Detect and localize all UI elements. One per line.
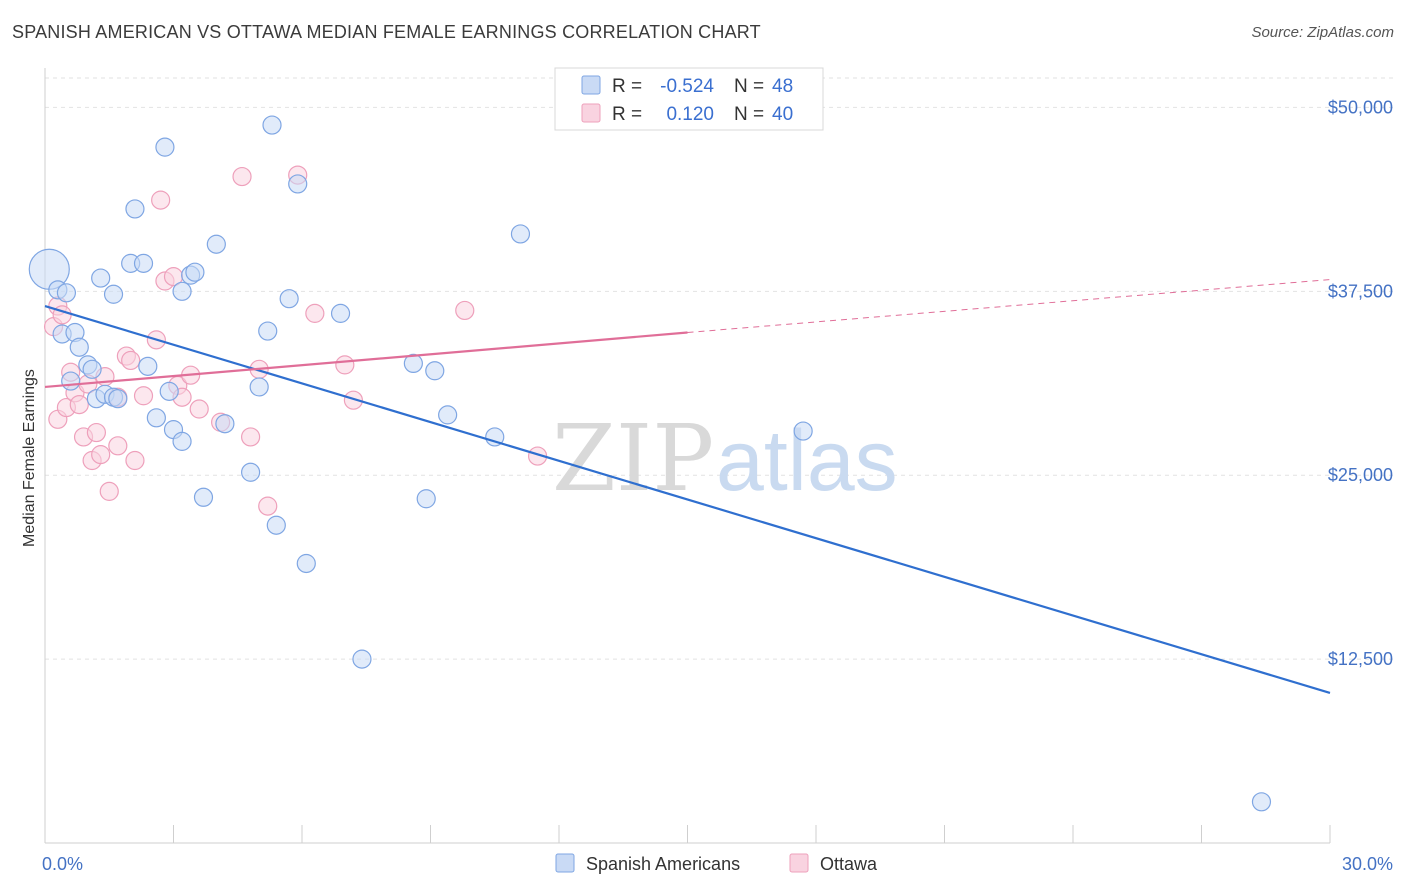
series-legend-label-ottawa: Ottawa — [820, 854, 878, 874]
spanish-americans-point-32 — [258, 321, 278, 341]
y-tick-labels: $12,500 $25,000 $37,500 $50,000 — [1328, 97, 1393, 669]
ottawa-point-14 — [99, 481, 119, 501]
ottawa-point-28 — [189, 399, 209, 419]
ottawa-point-37 — [343, 390, 363, 410]
spanish-americans-point-46 — [793, 421, 813, 441]
spanish-americans-point-39 — [352, 649, 372, 669]
spanish-americans-point-7 — [82, 359, 102, 379]
spanish-americans-trend-line — [44, 304, 1331, 694]
spanish-americans-point-30 — [241, 462, 261, 482]
spanish-americans-point-33 — [266, 515, 286, 535]
spanish-americans-point-16 — [133, 253, 154, 273]
ottawa-point-36 — [335, 355, 355, 375]
spanish-americans-point-20 — [146, 408, 166, 428]
ottawa-point-35 — [305, 303, 325, 323]
ottawa-point-20 — [133, 386, 154, 406]
spanish-americans-point-5 — [69, 337, 89, 357]
series-ottawa-points — [43, 165, 548, 516]
ottawa-point-31 — [241, 427, 261, 447]
spanish-americans-point-23 — [172, 431, 192, 451]
spanish-americans-point-28 — [193, 487, 214, 507]
series-spanish-americans-points — [28, 115, 1272, 812]
ottawa-trend-line — [44, 331, 688, 389]
series-legend-label-spanish-americans: Spanish Americans — [586, 854, 740, 874]
ottawa-point-22 — [151, 190, 171, 210]
spanish-americans-point-29 — [215, 414, 235, 434]
spanish-americans-point-37 — [296, 553, 316, 574]
legend-n-value-1: 48 — [772, 76, 793, 97]
spanish-americans-point-17 — [125, 199, 145, 219]
y-tick-label-2: $37,500 — [1328, 281, 1393, 301]
spanish-americans-point-14 — [103, 284, 124, 304]
stats-legend: R = -0.524 N = 48 R = 0.120 N = 40 — [554, 67, 824, 131]
watermark-zip: ZIP — [552, 405, 714, 512]
legend-r-value-2: 0.120 — [666, 104, 714, 125]
ottawa-point-18 — [121, 350, 141, 371]
spanish-americans-point-34 — [279, 289, 299, 309]
spanish-americans-point-19 — [138, 356, 158, 376]
spanish-americans-point-41 — [416, 489, 436, 509]
ottawa-point-7 — [69, 394, 89, 415]
x-tick-label-start: 0.0% — [42, 854, 83, 874]
grid-lines — [45, 77, 1395, 660]
legend-r-value-1: -0.524 — [660, 76, 714, 97]
spanish-americans-point-31 — [249, 377, 269, 397]
spanish-americans-point-43 — [438, 405, 458, 425]
y-tick-label-3: $50,000 — [1328, 97, 1393, 117]
legend-n-label-1: N = — [734, 76, 764, 97]
spanish-americans-point-38 — [330, 303, 351, 323]
legend-n-label-2: N = — [734, 104, 764, 125]
series-legend-swatch-ottawa — [789, 853, 809, 873]
legend-r-label-2: R = — [612, 104, 642, 125]
ottawa-point-12 — [91, 445, 111, 465]
legend-swatch-spanish-americans — [581, 75, 601, 95]
series-legend: Spanish Americans Ottawa — [555, 853, 878, 874]
spanish-americans-point-13 — [91, 268, 111, 288]
spanish-americans-point-21 — [159, 381, 179, 401]
chart-source: Source: ZipAtlas.com — [1251, 24, 1394, 41]
x-tick-label-end: 30.0% — [1342, 854, 1393, 874]
spanish-americans-point-47 — [1251, 792, 1272, 812]
watermark: ZIP atlas — [552, 405, 898, 512]
ottawa-point-11 — [86, 422, 107, 443]
spanish-americans-point-40 — [403, 353, 423, 374]
spanish-americans-point-27 — [206, 234, 226, 254]
legend-swatch-ottawa — [581, 103, 601, 123]
spanish-americans-point-2 — [56, 283, 77, 303]
spanish-americans-point-8 — [61, 371, 81, 391]
spanish-americans-point-35 — [262, 115, 282, 135]
x-tick-labels: 0.0% 30.0% — [42, 854, 1393, 874]
ottawa-point-38 — [455, 300, 475, 321]
spanish-americans-point-36 — [288, 174, 308, 194]
y-tick-label-1: $25,000 — [1328, 465, 1393, 485]
axes — [44, 68, 1331, 844]
spanish-americans-point-18 — [155, 137, 175, 157]
trend-lines — [44, 279, 1331, 694]
legend-n-value-2: 40 — [772, 104, 793, 125]
ottawa-trend-line-extension — [687, 279, 1331, 334]
ottawa-point-30 — [232, 166, 252, 187]
spanish-americans-point-45 — [510, 224, 531, 244]
ottawa-point-33 — [258, 496, 278, 516]
ottawa-point-19 — [125, 450, 145, 471]
ottawa-point-15 — [108, 436, 128, 456]
y-axis-label: Median Female Earnings — [21, 369, 38, 547]
series-legend-swatch-spanish-americans — [555, 853, 575, 873]
spanish-americans-point-44 — [485, 427, 505, 447]
legend-r-label-1: R = — [612, 76, 642, 97]
spanish-americans-point-26 — [185, 262, 205, 282]
y-tick-label-0: $12,500 — [1328, 649, 1393, 669]
chart-title: SPANISH AMERICAN VS OTTAWA MEDIAN FEMALE… — [12, 22, 761, 42]
spanish-americans-point-42 — [425, 361, 445, 381]
spanish-americans-point-12 — [108, 389, 128, 409]
spanish-americans-point-24 — [172, 281, 192, 301]
